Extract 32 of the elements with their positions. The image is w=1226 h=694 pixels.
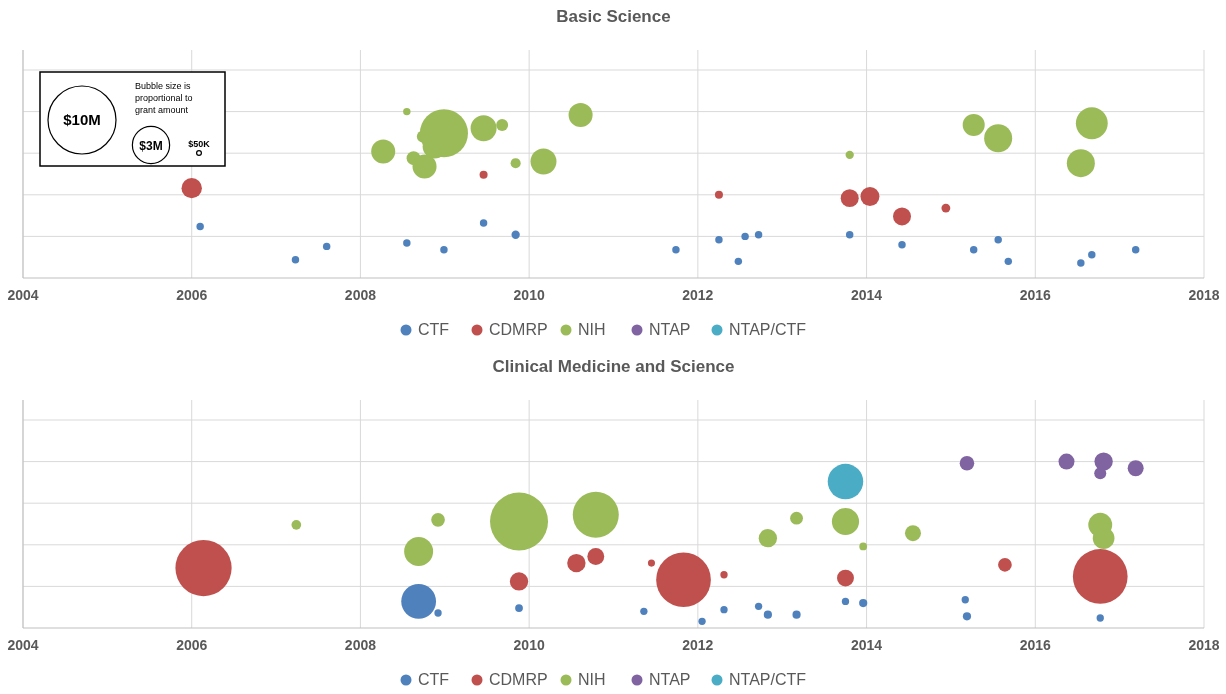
legend-label: $10M [63, 111, 101, 128]
legend-label: $3M [139, 139, 163, 153]
x-tick-label: 2004 [7, 287, 39, 303]
legend-label: CTF [418, 671, 450, 688]
legend-label: NTAP [649, 321, 691, 338]
x-tick-label: 2016 [1019, 637, 1052, 653]
x-tick-label: 2012 [682, 287, 714, 303]
legend-label: CTF [418, 321, 450, 338]
x-tick-label: 2008 [344, 287, 377, 303]
x-tick-label: 2014 [850, 287, 883, 303]
legend-label: $50K [188, 138, 211, 149]
x-tick-label: 2014 [850, 637, 883, 653]
x-tick-label: 2010 [513, 287, 545, 303]
x-tick-label: 2004 [7, 637, 39, 653]
x-tick-label: 2018 [1188, 637, 1220, 653]
chart-title: Basic Science [556, 7, 671, 26]
legend-label: NIH [578, 671, 606, 688]
legend-label: NTAP/CTF [729, 671, 807, 688]
legend-label: NTAP [649, 671, 691, 688]
x-tick-label: 2012 [682, 637, 714, 653]
x-tick-label: 2016 [1019, 287, 1052, 303]
legend-label: NTAP/CTF [729, 321, 807, 338]
legend-label: CDMRP [489, 671, 548, 688]
chart-title: Clinical Medicine and Science [492, 357, 735, 376]
annotation: Bubble size is proportional to grant amount [135, 81, 193, 115]
x-tick-label: 2018 [1188, 287, 1220, 303]
legend-label: NIH [578, 321, 606, 338]
x-tick-label: 2010 [513, 637, 545, 653]
x-tick-label: 2008 [344, 637, 377, 653]
legend-label: CDMRP [489, 321, 548, 338]
x-tick-label: 2006 [176, 287, 208, 303]
x-tick-label: 2006 [176, 637, 208, 653]
